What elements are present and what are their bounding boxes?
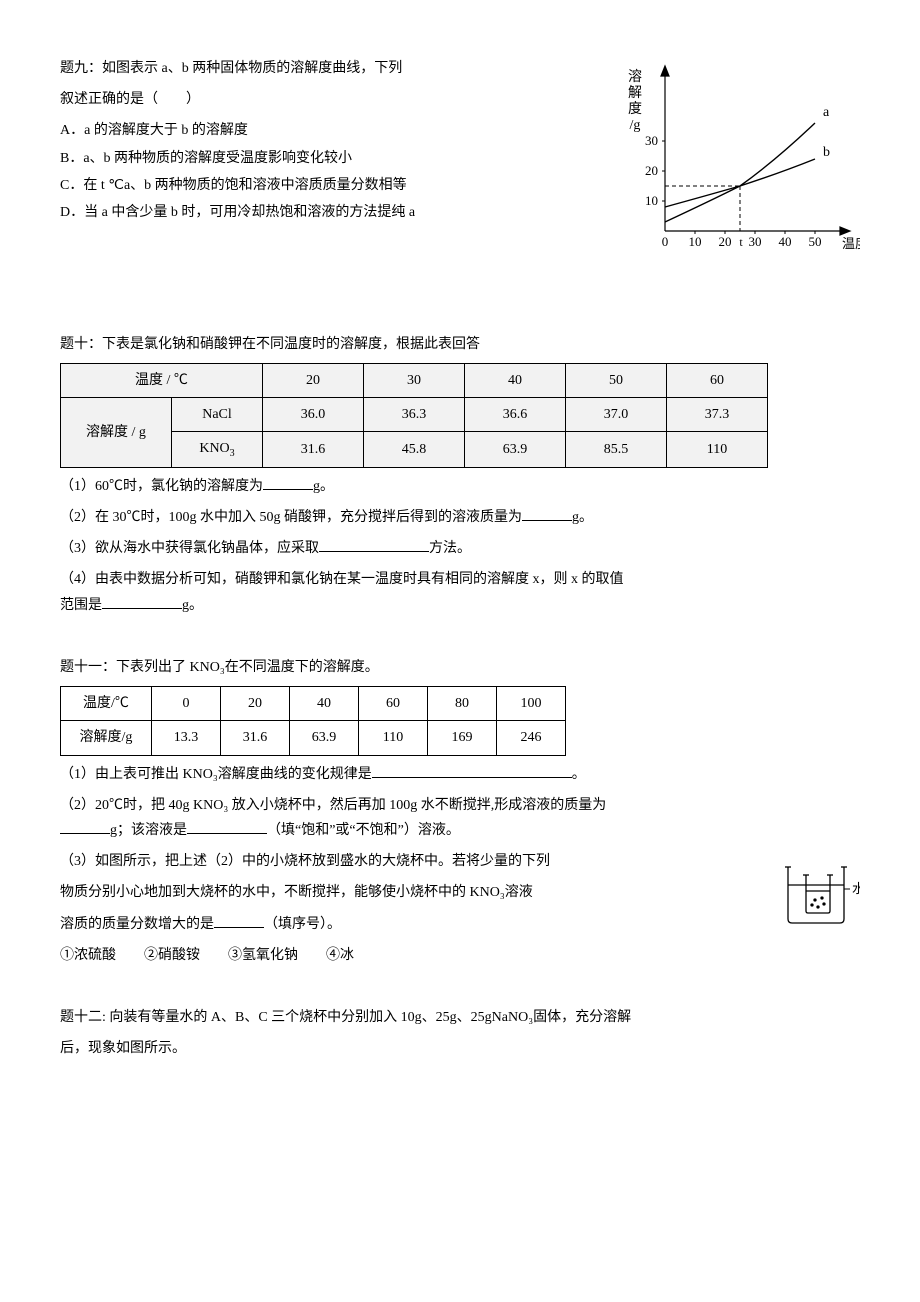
- svg-text:溶: 溶: [628, 69, 642, 85]
- table-cell: 63.9: [290, 721, 359, 755]
- blank[interactable]: [522, 506, 572, 521]
- q12-stem-b: 后，现象如图所示。: [60, 1036, 860, 1061]
- svg-text:30: 30: [645, 133, 658, 148]
- table-cell: 169: [428, 721, 497, 755]
- text: （1）60℃时，氯化钠的溶解度为: [60, 479, 263, 494]
- blank[interactable]: [102, 594, 182, 609]
- blank[interactable]: [187, 819, 267, 834]
- table-cell: 31.6: [263, 432, 364, 468]
- text: （2）20℃时，把 40g KNO₃ 放入小烧杯中，然后再加 100g 水不断搅…: [60, 798, 606, 813]
- svg-text:10: 10: [689, 234, 702, 249]
- q11-p3b: 物质分别小心地加到大烧杯的水中，不断搅拌，能够使小烧杯中的 KNO₃溶液: [60, 880, 860, 905]
- q11-p3c: 溶质的质量分数增大的是 （填序号）。: [60, 912, 860, 937]
- table-cell: 40: [465, 363, 566, 397]
- solubility-chart: 10 20 30 0 10 20 30 40 50 t: [610, 56, 860, 265]
- table-cell: 100: [497, 687, 566, 721]
- q10-stem: 题十：下表是氯化钠和硝酸钾在不同温度时的溶解度，根据此表回答: [60, 332, 860, 357]
- table-cell: 110: [667, 432, 768, 468]
- table-cell: 36.0: [263, 397, 364, 431]
- svg-text:20: 20: [645, 163, 658, 178]
- text: 。: [572, 767, 586, 782]
- text: 溶质的质量分数增大的是: [60, 917, 214, 932]
- text: g。: [182, 598, 203, 613]
- table-cell: 80: [428, 687, 497, 721]
- q10-p3: （3）欲从海水中获得氯化钠晶体，应采取 方法。: [60, 536, 860, 561]
- table-cell: 13.3: [152, 721, 221, 755]
- beaker-svg: 水: [780, 849, 860, 929]
- svg-text:a: a: [823, 105, 830, 120]
- q11-p4: ①浓硫酸 ②硝酸铵 ③氢氧化钠 ④冰: [60, 943, 860, 968]
- q10-table: 温度 / ℃ 20 30 40 50 60 溶解度 / g NaCl 36.0 …: [60, 363, 768, 468]
- label-text: KNO: [199, 441, 229, 456]
- text: g；该溶液是: [110, 823, 187, 838]
- q11-stem: 题十一：下表列出了 KNO₃在不同温度下的溶解度。: [60, 655, 860, 680]
- text: 方法。: [429, 541, 471, 556]
- svg-text:30: 30: [749, 234, 762, 249]
- table-cell: 31.6: [221, 721, 290, 755]
- table-cell: 20: [221, 687, 290, 721]
- q10-th-temp: 温度 / ℃: [61, 363, 263, 397]
- table-cell: 36.6: [465, 397, 566, 431]
- table-cell: 0: [152, 687, 221, 721]
- text: 范围是: [60, 598, 102, 613]
- blank[interactable]: [372, 763, 572, 778]
- table-cell: 20: [263, 363, 364, 397]
- table-cell: KNO3: [172, 432, 263, 468]
- table-cell: 110: [359, 721, 428, 755]
- blank[interactable]: [263, 475, 313, 490]
- table-cell: 40: [290, 687, 359, 721]
- svg-text:10: 10: [645, 193, 658, 208]
- blank[interactable]: [214, 913, 264, 928]
- q10-p4: （4）由表中数据分析可知，硝酸钾和氯化钠在某一温度时具有相同的溶解度 x，则 x…: [60, 567, 860, 617]
- q11-p2: （2）20℃时，把 40g KNO₃ 放入小烧杯中，然后再加 100g 水不断搅…: [60, 793, 860, 843]
- table-cell: 溶解度/g: [61, 721, 152, 755]
- svg-text:解: 解: [628, 85, 642, 101]
- svg-text:/g: /g: [630, 118, 641, 133]
- q10-th-sol: 溶解度 / g: [61, 397, 172, 467]
- label-sub: 3: [230, 448, 235, 459]
- table-cell: 85.5: [566, 432, 667, 468]
- beaker-diagram: 水: [780, 849, 860, 938]
- q10-p2: （2）在 30℃时，100g 水中加入 50g 硝酸钾，充分搅拌后得到的溶液质量…: [60, 505, 860, 530]
- q12-stem-a: 题十二: 向装有等量水的 A、B、C 三个烧杯中分别加入 10g、25g、25g…: [60, 1005, 860, 1030]
- table-cell: 60: [359, 687, 428, 721]
- q11-table: 温度/℃ 0 20 40 60 80 100 溶解度/g 13.3 31.6 6…: [60, 686, 566, 755]
- q11-p3a: （3）如图所示，把上述（2）中的小烧杯放到盛水的大烧杯中。若将少量的下列: [60, 849, 860, 874]
- text: （2）在 30℃时，100g 水中加入 50g 硝酸钾，充分搅拌后得到的溶液质量…: [60, 510, 522, 525]
- table-cell: 36.3: [364, 397, 465, 431]
- q10-p1: （1）60℃时，氯化钠的溶解度为 g。: [60, 474, 860, 499]
- blank[interactable]: [60, 819, 110, 834]
- svg-text:度: 度: [628, 101, 642, 117]
- q11-p1: （1）由上表可推出 KNO₃溶解度曲线的变化规律是 。: [60, 762, 860, 787]
- table-cell: 温度/℃: [61, 687, 152, 721]
- table-cell: 60: [667, 363, 768, 397]
- svg-text:40: 40: [779, 234, 792, 249]
- table-cell: 63.9: [465, 432, 566, 468]
- table-cell: 246: [497, 721, 566, 755]
- svg-text:20: 20: [719, 234, 732, 249]
- svg-text:温度/℃: 温度/℃: [842, 236, 860, 251]
- text: g。: [572, 510, 593, 525]
- table-cell: NaCl: [172, 397, 263, 431]
- table-cell: 30: [364, 363, 465, 397]
- chart-svg: 10 20 30 0 10 20 30 40 50 t: [610, 56, 860, 256]
- text: （3）欲从海水中获得氯化钠晶体，应采取: [60, 541, 319, 556]
- svg-text:t: t: [739, 235, 743, 249]
- table-cell: 37.3: [667, 397, 768, 431]
- text: （4）由表中数据分析可知，硝酸钾和氯化钠在某一温度时具有相同的溶解度 x，则 x…: [60, 572, 624, 587]
- text: （1）由上表可推出 KNO₃溶解度曲线的变化规律是: [60, 767, 372, 782]
- table-cell: 37.0: [566, 397, 667, 431]
- text: （填“饱和”或“不饱和”）溶液。: [267, 823, 460, 838]
- blank[interactable]: [319, 537, 429, 552]
- text: （填序号）。: [264, 917, 341, 932]
- svg-text:50: 50: [809, 234, 822, 249]
- text: g。: [313, 479, 334, 494]
- water-label: 水: [852, 881, 860, 896]
- table-cell: 45.8: [364, 432, 465, 468]
- svg-text:b: b: [823, 145, 830, 160]
- table-cell: 50: [566, 363, 667, 397]
- svg-text:0: 0: [662, 234, 669, 249]
